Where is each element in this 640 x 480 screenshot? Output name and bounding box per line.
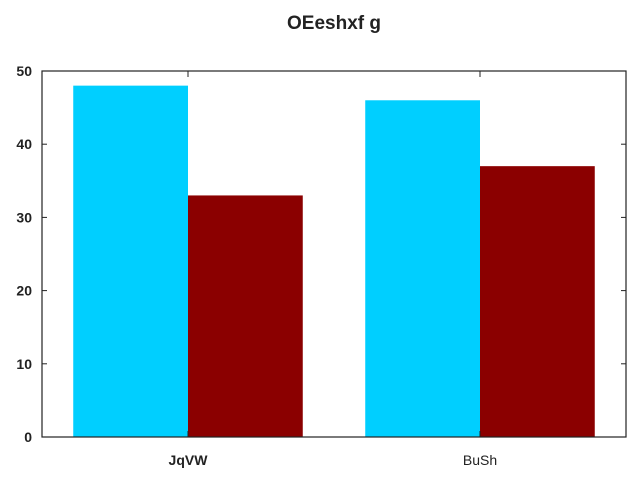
chart-title: OEeshxf g [287, 13, 381, 34]
xtick-label: BuSh [463, 452, 497, 468]
bar-2-JqVW [188, 195, 303, 437]
xtick-label: JqVW [169, 452, 209, 468]
bar-2-BuSh [480, 166, 595, 437]
ytick-label: 50 [16, 63, 32, 79]
ytick-label: 30 [16, 209, 32, 225]
ytick-label: 0 [24, 429, 32, 445]
ytick-label: 20 [16, 283, 32, 299]
bar-1-JqVW [73, 85, 188, 437]
ytick-label: 40 [16, 136, 32, 152]
ytick-label: 10 [16, 356, 32, 372]
plot-area: JqVW BuSh 0 10 20 30 40 50 [16, 63, 626, 468]
plot-frame [41, 70, 627, 438]
bar-1-BuSh [365, 100, 480, 437]
